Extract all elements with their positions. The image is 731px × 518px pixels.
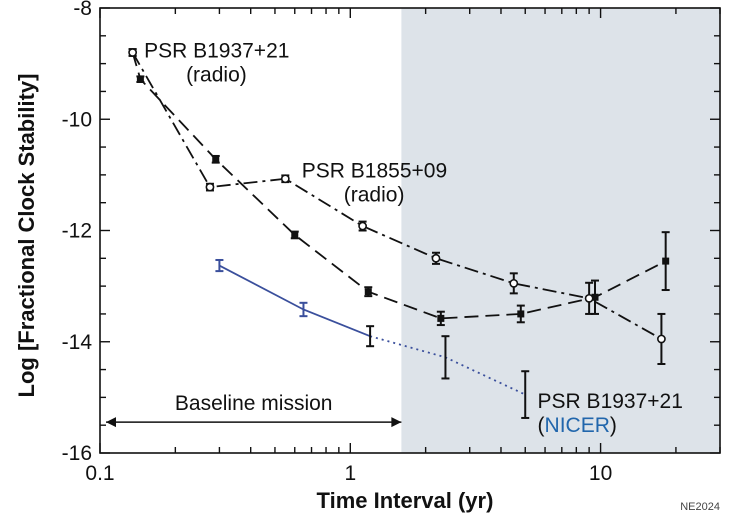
baseline-arrow-left-head [106,417,116,428]
x-tick-label: 10 [589,462,612,485]
data-point-marker [437,314,445,322]
y-tick-label: -8 [73,0,92,20]
x-axis-label: Time Interval (yr) [317,488,494,513]
data-point-marker [591,293,599,301]
annotation-line: PSR B1855+09 [302,159,447,182]
annotation-a1: PSR B1937+21(radio) [144,40,289,87]
data-point-marker [212,155,220,163]
tick-labels: 0.1 1 10 -8 -10 -12 -14 -16 [62,0,613,485]
annotation-line: PSR B1937+21 [144,40,289,63]
data-point-marker [291,231,299,239]
series-layer [128,48,670,419]
annotation-paren-open: ( [538,414,545,437]
annotation-line: (radio) [344,183,405,206]
annotation-line: (radio) [186,64,247,87]
data-point-marker [364,288,372,296]
baseline-arrow-right-head [391,417,402,428]
annotation-a2: PSR B1855+09(radio) [302,159,447,206]
x-tick-label: 1 [344,462,356,485]
data-point-marker [509,278,519,288]
y-tick-label: -10 [62,108,92,131]
plot-frame [99,7,721,454]
x-tick-label: 0.1 [85,462,114,485]
series-b1937_radio [128,48,670,327]
annotation-a3: PSR B1937+21(NICER) [538,390,683,437]
data-point-marker [358,221,368,231]
shaded-region [401,8,720,453]
baseline-label: Baseline mission [175,392,333,415]
data-point-marker [517,310,525,318]
annotation-line: PSR B1937+21 [538,390,683,413]
series-line-measured [219,264,371,338]
annotations: PSR B1937+21(radio)PSR B1855+09(radio)PS… [144,40,683,437]
annotation-line: (NICER) [538,414,617,437]
data-point-marker [128,48,138,57]
annotation-paren-close: ) [610,414,617,437]
data-point-marker [280,174,290,184]
baseline-span: Baseline mission [106,392,402,428]
y-tick-label: -16 [62,442,92,465]
data-point-marker [662,257,670,265]
y-tick-label: -12 [62,220,92,243]
y-axis-label: Log [Fractional Clock Stability] [14,74,39,398]
data-point-marker [431,253,441,263]
series-b1937_nicer [215,258,530,419]
y-tick-label: -14 [62,331,93,354]
data-point-marker [205,182,215,192]
data-point-marker [657,334,666,344]
credit-label: NE2024 [680,501,720,513]
series-line [131,52,662,340]
series-b1855_radio [128,48,666,365]
data-point-marker [584,293,594,303]
data-point-marker [136,75,144,83]
annotation-accent-text: NICER [545,414,610,437]
